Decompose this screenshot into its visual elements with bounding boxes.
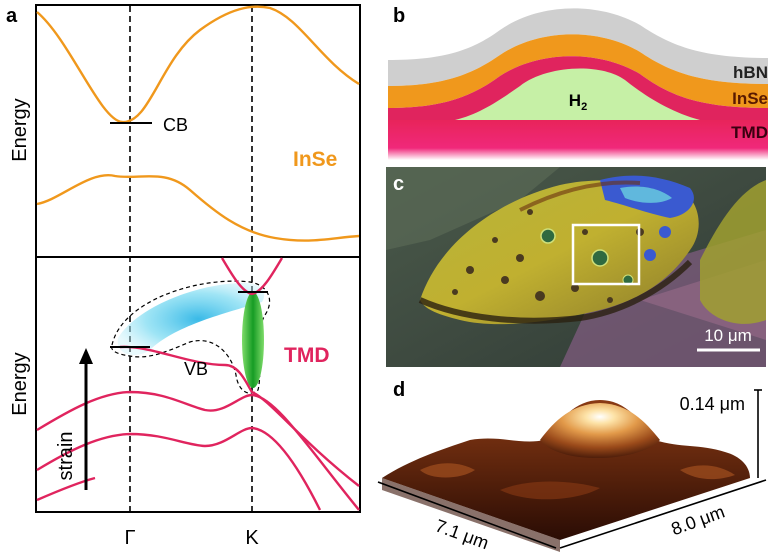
x-extent-axis [377,481,557,549]
top-energy-label: Energy [9,98,31,161]
panel-a-bottom-frame [35,256,361,513]
green-k-region [242,292,264,388]
tmd-valence-band-3 [36,426,322,511]
bottom-energy-label: Energy [9,352,31,415]
tmd-valence-band-2 [36,390,360,511]
inse-conduction-band [36,5,360,124]
k-tick: K [245,527,259,549]
y-extent-axis [559,479,767,549]
vb-label: VB [184,359,208,379]
inse-layer-label: InSe [732,89,768,108]
tmd-label: TMD [284,344,330,367]
cyan-gamma-region [117,282,265,356]
strain-label: strain [55,432,77,481]
h2-label: H2 [569,91,587,113]
tmd-layer [388,120,768,160]
panel-c-letter: c [393,173,404,195]
panel-d-letter: d [393,379,405,401]
y-extent-label: 8.0 μm [669,501,728,539]
tmd-conduction-band [220,257,284,296]
optical-micrograph [386,167,766,367]
panel-a-letter: a [6,5,18,27]
inse-valence-band [36,174,360,242]
hbn-label: hBN [733,63,768,82]
scale-bar-label: 10 μm [704,326,752,345]
panel-b-letter: b [393,5,405,27]
inse-layer [388,34,768,108]
height-label: 0.14 μm [680,394,745,414]
gamma-tick: Γ [124,527,135,549]
tmd-valence-band-4 [36,476,96,502]
strain-arrowhead [79,348,93,364]
afm-surface [382,400,750,540]
hbn-layer [388,8,768,87]
afm-ridge-2 [680,465,735,480]
afm-ridge-3 [500,481,600,500]
inse-label: InSe [293,148,337,171]
h2-bubble [455,68,700,120]
cb-label: CB [163,115,188,135]
afm-ridge-1 [420,463,475,478]
zoom-box [571,223,641,286]
afm-peak [540,403,660,459]
tmd-layer-label: TMD [731,123,768,142]
